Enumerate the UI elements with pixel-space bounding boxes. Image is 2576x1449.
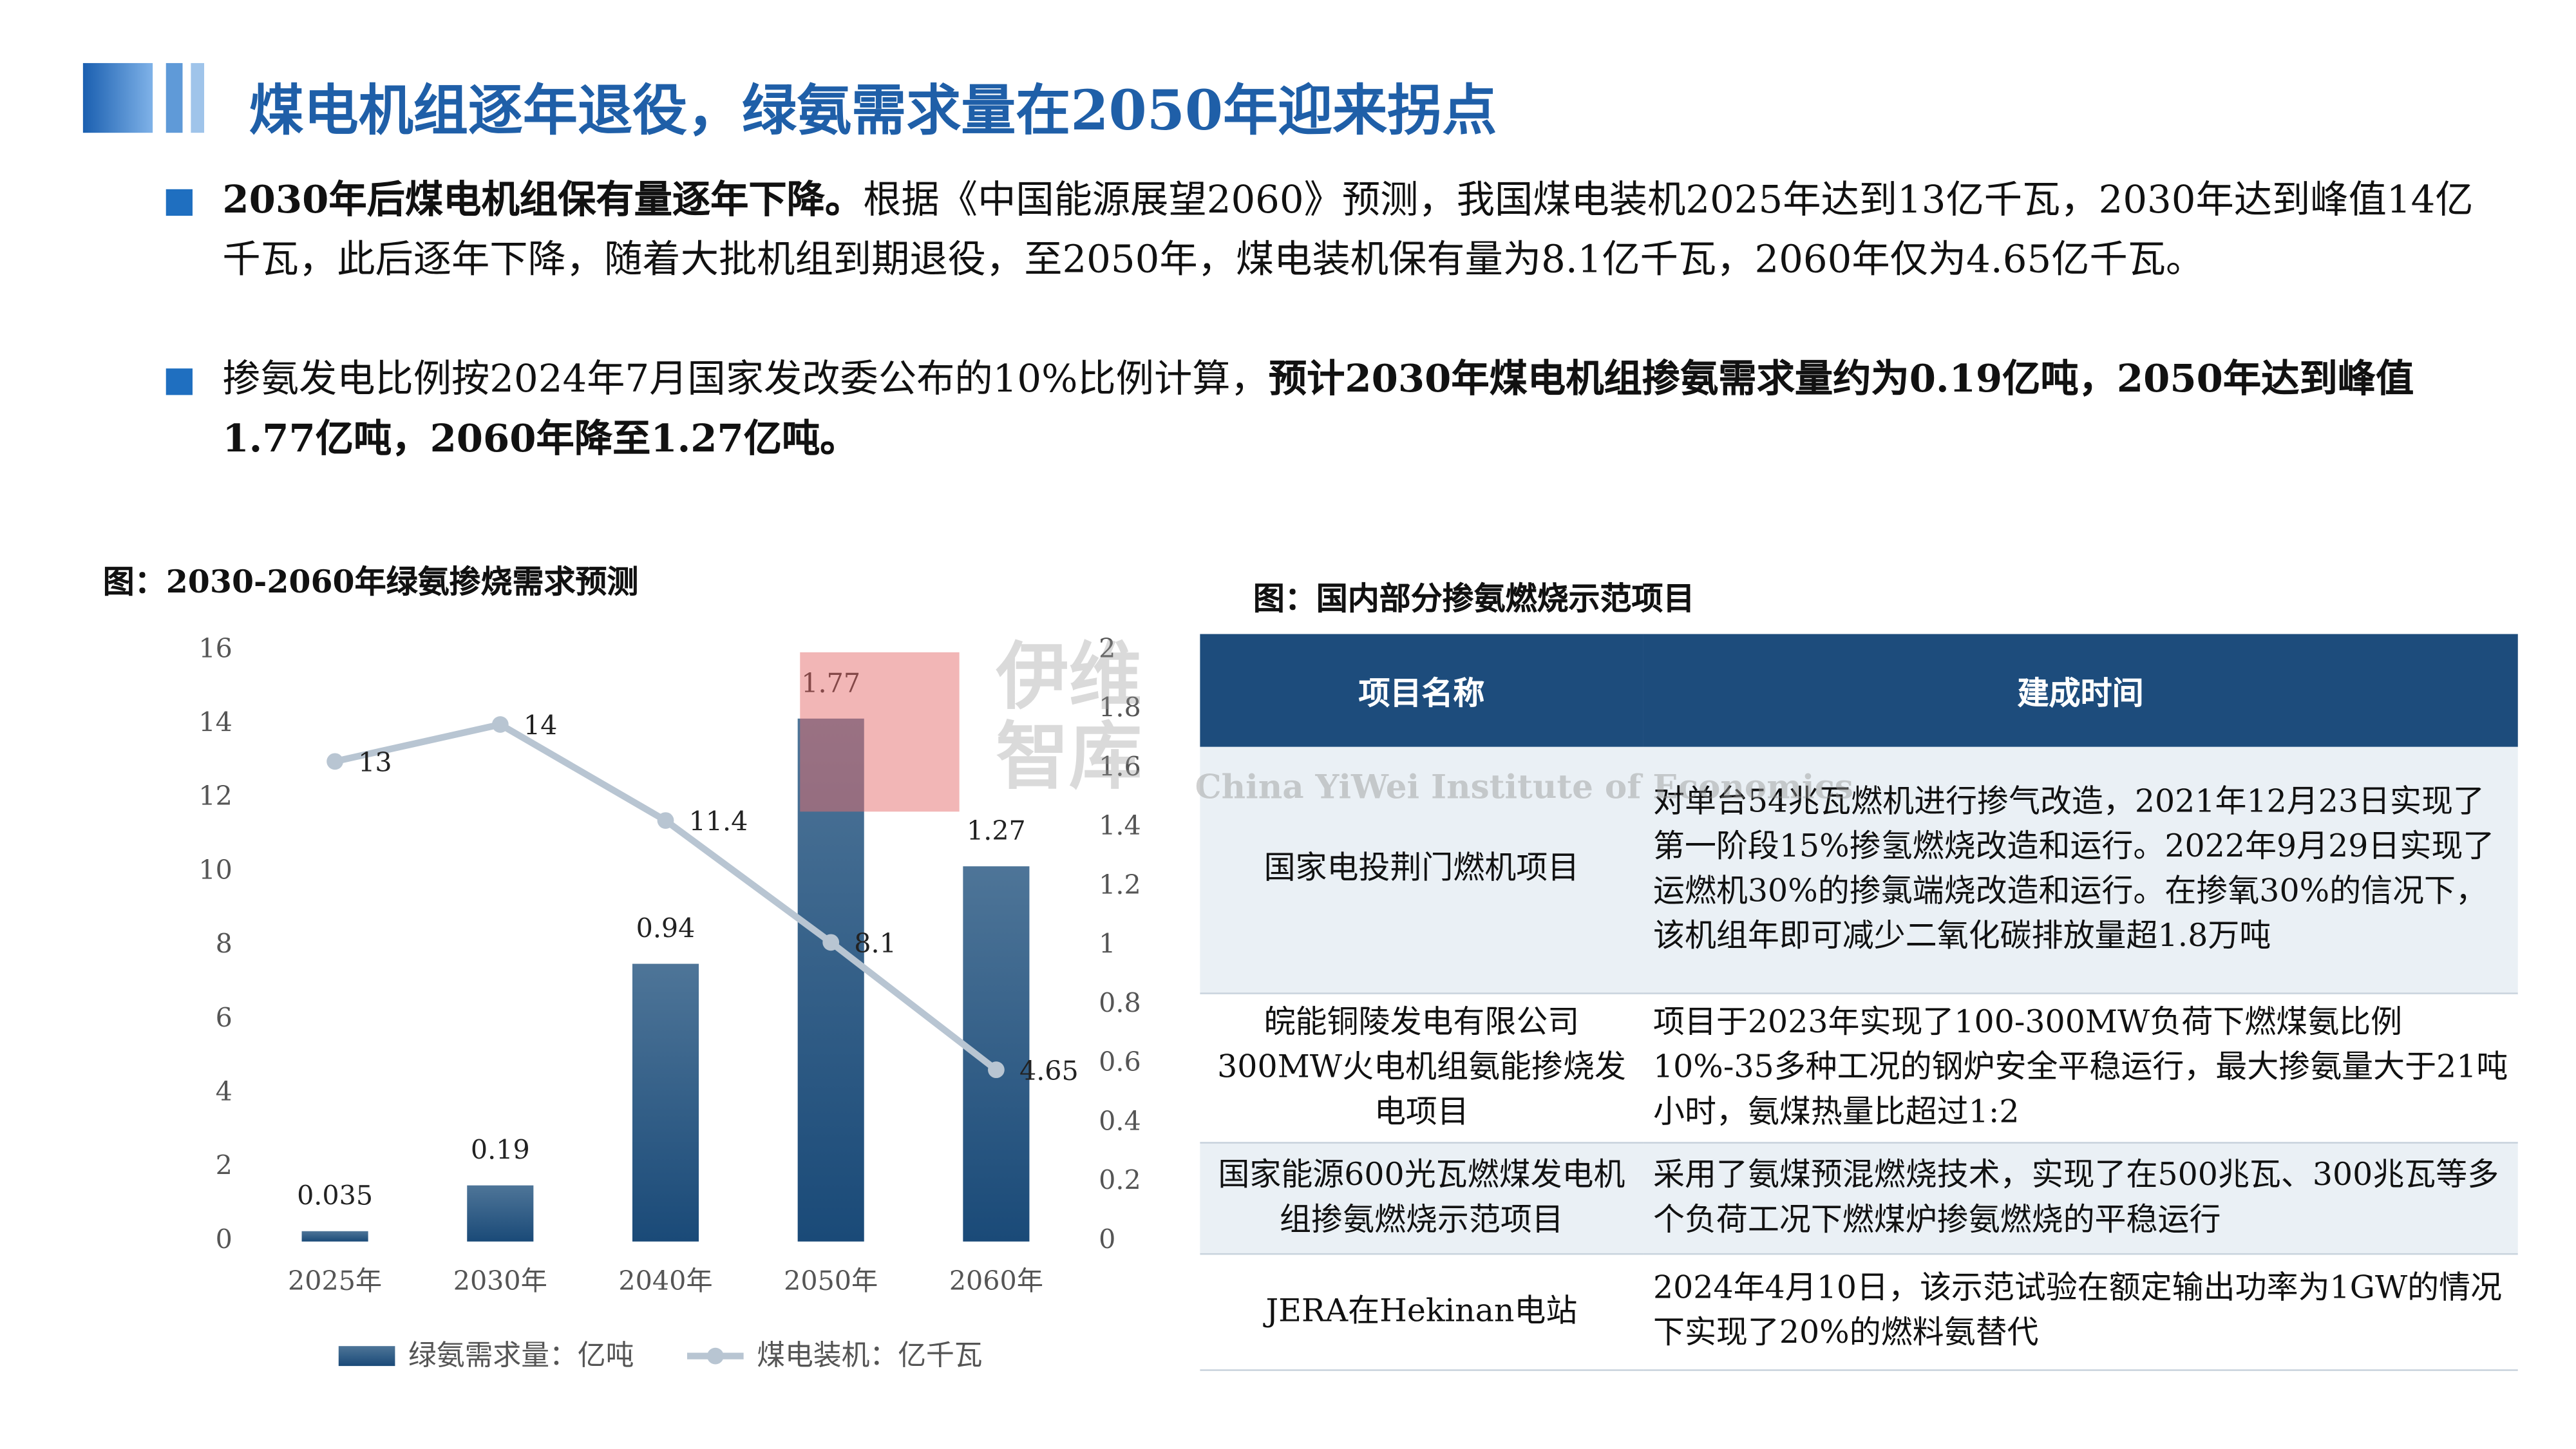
legend-label: 煤电装机：亿千瓦	[757, 1339, 982, 1372]
cell: JERA在Hekinan电站	[1200, 1253, 1643, 1370]
cell: 项目于2023年实现了100-300MW负荷下燃煤氨比例10%-35多种工况的钢…	[1643, 992, 2518, 1143]
cell: 采用了氨煤预混燃烧技术，实现了在500兆瓦、300兆瓦等多个负荷工况下燃煤炉掺氨…	[1643, 1142, 2518, 1255]
line-marker	[988, 1061, 1005, 1079]
title-decor	[191, 62, 205, 133]
y-tick-label: 0	[216, 1224, 232, 1255]
data-label: 14	[524, 710, 557, 741]
x-tick-label: 2025年	[288, 1265, 382, 1296]
y2-tick-label: 1.2	[1099, 869, 1141, 900]
data-label: 8.1	[854, 928, 896, 959]
watermark: China YiWei Institute of Economics	[1195, 766, 1853, 807]
row: JERA在Hekinan电站 2024年4月10日，该示范试验在额定输出功率为1G…	[1200, 1253, 2518, 1370]
data-label: 4.65	[1019, 1056, 1079, 1086]
legend-swatch	[706, 1347, 724, 1365]
table: 项目名称 建成时间 国家电投荆门燃机项目 对单台54兆瓦燃机进行掺气改造，2021年1…	[1200, 634, 2518, 1370]
row: 皖能铜陵发电有限公司300MW火电机组氨能掺烧发电项目 项目于2023年实现了10…	[1200, 992, 2518, 1143]
data-label: 0.035	[297, 1180, 373, 1211]
watermark-logo	[800, 652, 960, 812]
cell: 2024年4月10日，该示范试验在额定输出功率为1GW的情况下实现了20%的燃料…	[1643, 1253, 2518, 1370]
bar	[467, 1185, 534, 1242]
data-label: 11.4	[689, 806, 748, 837]
bar	[632, 963, 699, 1242]
bullet-text: 2030年后煤电机组保有量逐年下降。	[222, 177, 864, 223]
y2-tick-label: 1.4	[1099, 810, 1141, 841]
line-marker	[327, 753, 343, 770]
y2-tick-label: 0	[1099, 1224, 1115, 1255]
y2-tick-label: 0.6	[1099, 1046, 1141, 1077]
y-tick-label: 12	[198, 781, 232, 811]
y2-tick-label: 0.4	[1099, 1106, 1141, 1137]
data-label: 13	[358, 747, 392, 778]
y-tick-label: 4	[216, 1076, 232, 1107]
bullet-text: 根据《中国能源展望2060》预测，我国煤电装机2025年达到13亿千瓦，2030…	[222, 179, 2474, 283]
legend-label: 绿氨需求量：亿吨	[408, 1339, 634, 1372]
y2-tick-label: 1.8	[1099, 692, 1141, 723]
cell: 国家电投荆门燃机项目	[1200, 746, 1643, 994]
y-tick-label: 8	[216, 929, 232, 960]
bullet-text: 预计2030年煤电机组掺氨需求量约为0.19亿吨，2050年达到峰值1.77亿吨…	[222, 357, 2414, 462]
line-marker	[657, 812, 674, 829]
y-tick-label: 16	[198, 633, 232, 664]
table-caption: 图：国内部分掺氨燃烧示范项目	[1253, 581, 1695, 618]
x-tick-label: 2040年	[618, 1265, 712, 1296]
bullet-text: 掺氨发电比例按2024年7月国家发改委公布的10%比例计算，	[222, 358, 1269, 402]
x-tick-label: 2030年	[453, 1265, 547, 1296]
line-marker	[491, 716, 509, 733]
bar	[301, 1231, 368, 1242]
y-tick-label: 2	[216, 1150, 232, 1181]
data-label: 0.19	[471, 1135, 530, 1166]
title-decor	[82, 62, 153, 133]
watermark: 伊维智库	[996, 636, 1142, 800]
row: 国家能源600光瓦燃煤发电机组掺氨燃烧示范项目 采用了氨煤预混燃烧技术，实现了在5…	[1200, 1142, 2518, 1255]
cell: 国家能源600光瓦燃煤发电机组掺氨燃烧示范项目	[1200, 1142, 1643, 1255]
y-tick-label: 6	[216, 1002, 232, 1033]
y2-tick-label: 1.6	[1099, 751, 1141, 782]
y2-tick-label: 0.2	[1099, 1165, 1141, 1196]
y-tick-label: 14	[198, 706, 232, 737]
cell: 对单台54兆瓦燃机进行掺气改造，2021年12月23日实现了第一阶段15%掺氢燃…	[1643, 746, 2518, 994]
data-label: 0.94	[636, 913, 696, 944]
row: 国家电投荆门燃机项目 对单台54兆瓦燃机进行掺气改造，2021年12月23日实现了…	[1200, 746, 2518, 994]
y2-tick-label: 2	[1099, 633, 1115, 664]
line-marker	[822, 934, 840, 951]
x-tick-label: 2050年	[784, 1265, 878, 1296]
y2-tick-label: 1	[1099, 929, 1115, 960]
title: 煤电机组逐年退役，绿氨需求量在2050年迎来拐点	[249, 78, 1497, 143]
bullet: 掺氨发电比例按2024年7月国家发改委公布的10%比例计算，预计2030年煤电机…	[166, 350, 2490, 470]
chart-caption: 图：2030-2060年绿氨掺烧需求预测	[102, 564, 639, 601]
y2-tick-label: 0.8	[1099, 987, 1141, 1018]
bullet: 2030年后煤电机组保有量逐年下降。根据《中国能源展望2060》预测，我国煤电装…	[166, 171, 2490, 290]
data-label: 1.27	[967, 815, 1026, 846]
header-cell: 建成时间	[1643, 634, 2518, 747]
legend-swatch	[338, 1346, 395, 1367]
cell: 皖能铜陵发电有限公司300MW火电机组氨能掺烧发电项目	[1200, 992, 1643, 1143]
header-cell: 项目名称	[1200, 634, 1643, 747]
y-tick-label: 10	[198, 855, 232, 886]
title-decor	[166, 62, 183, 133]
x-tick-label: 2060年	[949, 1265, 1043, 1296]
